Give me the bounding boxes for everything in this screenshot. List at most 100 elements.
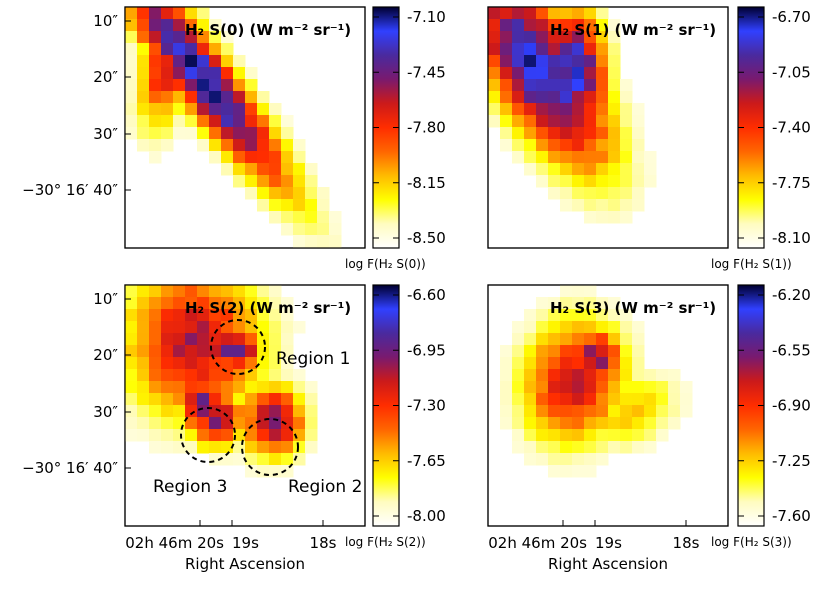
heatmap-cell [572, 465, 585, 478]
heatmap-cell [209, 297, 222, 310]
x-tick-label: 19s [595, 534, 622, 552]
title-s0: H₂ S(0) (W m⁻² sr⁻¹) [185, 21, 351, 39]
heatmap-cell [548, 163, 561, 176]
heatmap-cells-s0 [125, 7, 342, 248]
heatmap-cell [185, 297, 198, 310]
colorbar-tick-label: -8.15 [407, 174, 446, 192]
heatmap-cell [620, 405, 633, 418]
heatmap-cell [257, 357, 270, 370]
heatmap-cell [221, 67, 234, 80]
heatmap-cell [596, 333, 609, 346]
colorbar-tick-label: -6.90 [772, 397, 811, 415]
heatmap-cell [293, 417, 306, 430]
colorbar-tick-label: -6.55 [772, 341, 811, 359]
colorbar-ticks-s1: -6.70 -7.05 -7.40 -7.75 -8.10 [738, 8, 811, 247]
heatmap-cell [536, 151, 549, 164]
heatmap-cell [584, 321, 597, 334]
heatmap-cell [161, 345, 174, 358]
heatmap-cell [572, 369, 585, 382]
heatmap-cell [596, 91, 609, 104]
heatmap-cell [149, 405, 162, 418]
heatmap-cell [560, 79, 573, 92]
heatmap-cell [317, 223, 330, 236]
heatmap-cell [173, 7, 186, 20]
title-s3: H₂ S(3) (W m⁻² sr⁻¹) [550, 299, 716, 317]
heatmap-cell [221, 139, 234, 152]
heatmap-cell [560, 67, 573, 80]
heatmap-cell [680, 405, 693, 418]
heatmap-cell [596, 357, 609, 370]
heatmap-cell [257, 115, 270, 128]
heatmap-cell [269, 441, 282, 454]
heatmap-cell [488, 55, 501, 68]
heatmap-cell [245, 321, 258, 334]
heatmap-cell [572, 43, 585, 56]
heatmap-cell [512, 67, 525, 80]
colorbar-tick-label: -8.10 [772, 229, 811, 247]
heatmap-cell [125, 31, 138, 44]
heatmap-cell [500, 345, 513, 358]
heatmap-cell [245, 79, 258, 92]
heatmap-cell [269, 211, 282, 224]
heatmap-cell [185, 393, 198, 406]
heatmap-cell [185, 91, 198, 104]
heatmap-cell [209, 285, 222, 298]
heatmap-cell [305, 441, 318, 454]
heatmap-cell [173, 285, 186, 298]
heatmap-cell [185, 333, 198, 346]
heatmap-cell [221, 127, 234, 140]
heatmap-cell [269, 163, 282, 176]
heatmap-cell [512, 43, 525, 56]
heatmap-cell [536, 163, 549, 176]
heatmap-cell [209, 103, 222, 116]
heatmap-cell [161, 103, 174, 116]
heatmap-cell [137, 369, 150, 382]
heatmap-cell [293, 369, 306, 382]
heatmap-cell [197, 43, 210, 56]
heatmap-cell [500, 79, 513, 92]
heatmap-cell [536, 357, 549, 370]
y-tick-label: −30° 16′ 40″ [22, 459, 118, 477]
heatmap-cell [245, 381, 258, 394]
x-ticks-s3: 02h 46m 20s 19s 18s [488, 520, 700, 552]
heatmap-cell [608, 211, 621, 224]
heatmap-cell [560, 369, 573, 382]
heatmap-cell [209, 441, 222, 454]
colorbar-label-s2: log F(H₂ S(2)) [345, 535, 426, 549]
heatmap-cell [632, 345, 645, 358]
heatmap-cell [245, 175, 258, 188]
heatmap-cell [596, 405, 609, 418]
heatmap-cell [173, 417, 186, 430]
heatmap-cell [257, 345, 270, 358]
heatmap-cell [173, 309, 186, 322]
heatmap-cell [293, 405, 306, 418]
heatmap-cell [584, 285, 597, 298]
heatmap-cell [221, 441, 234, 454]
heatmap-cell [668, 369, 681, 382]
heatmap-cell [209, 321, 222, 334]
heatmap-cell [572, 7, 585, 20]
heatmap-cell [209, 139, 222, 152]
heatmap-cell [524, 417, 537, 430]
heatmap-cell [548, 103, 561, 116]
heatmap-cell [524, 393, 537, 406]
heatmap-cell [245, 393, 258, 406]
heatmap-cell [221, 103, 234, 116]
heatmap-cell [305, 223, 318, 236]
heatmap-cell [548, 187, 561, 200]
heatmap-cell [572, 333, 585, 346]
title-s1: H₂ S(1) (W m⁻² sr⁻¹) [550, 21, 716, 39]
heatmap-cell [524, 345, 537, 358]
heatmap-cell [161, 115, 174, 128]
heatmap-cell [161, 297, 174, 310]
heatmap-cell [524, 405, 537, 418]
heatmap-cell [596, 369, 609, 382]
heatmap-cell [293, 175, 306, 188]
y-tick-label: 30″ [93, 403, 118, 421]
heatmap-cell [596, 187, 609, 200]
heatmap-cell [656, 429, 669, 442]
region-3-circle [180, 407, 236, 463]
colorbar-tick-label: -7.60 [772, 507, 811, 525]
heatmap-cell [536, 321, 549, 334]
heatmap-cell [560, 453, 573, 466]
